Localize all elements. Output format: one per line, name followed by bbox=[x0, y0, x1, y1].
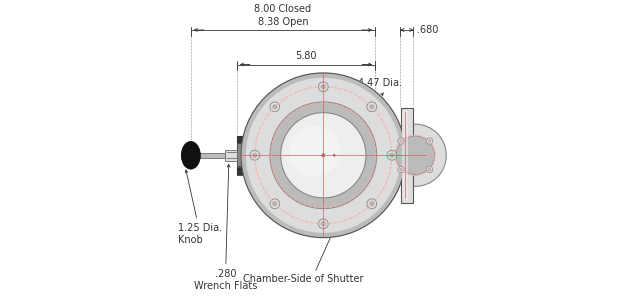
FancyBboxPatch shape bbox=[240, 148, 253, 162]
Circle shape bbox=[289, 125, 341, 177]
Text: 5.80: 5.80 bbox=[295, 51, 317, 61]
FancyBboxPatch shape bbox=[237, 168, 280, 175]
FancyBboxPatch shape bbox=[243, 136, 245, 175]
Circle shape bbox=[397, 167, 404, 173]
Circle shape bbox=[252, 153, 257, 158]
FancyBboxPatch shape bbox=[262, 136, 263, 175]
Circle shape bbox=[272, 201, 278, 206]
FancyBboxPatch shape bbox=[249, 136, 251, 175]
FancyBboxPatch shape bbox=[285, 147, 290, 163]
FancyBboxPatch shape bbox=[280, 150, 289, 160]
FancyBboxPatch shape bbox=[237, 136, 280, 143]
Circle shape bbox=[399, 140, 403, 142]
Text: .280
Wrench Flats: .280 Wrench Flats bbox=[194, 164, 257, 292]
Circle shape bbox=[428, 140, 431, 142]
FancyBboxPatch shape bbox=[225, 150, 237, 161]
Circle shape bbox=[396, 136, 434, 175]
Circle shape bbox=[428, 168, 431, 171]
Text: 4.47 Dia.: 4.47 Dia. bbox=[358, 78, 402, 96]
FancyBboxPatch shape bbox=[402, 111, 408, 200]
Circle shape bbox=[384, 124, 447, 186]
Text: 1.63 Dia.: 1.63 Dia. bbox=[338, 170, 392, 184]
Text: .680: .680 bbox=[417, 25, 438, 35]
Circle shape bbox=[426, 167, 433, 173]
Circle shape bbox=[389, 153, 394, 158]
Circle shape bbox=[367, 102, 376, 112]
Circle shape bbox=[270, 199, 279, 209]
Circle shape bbox=[426, 138, 433, 144]
Text: 1.25 Dia.
Knob: 1.25 Dia. Knob bbox=[178, 170, 222, 245]
Circle shape bbox=[322, 153, 325, 157]
FancyBboxPatch shape bbox=[198, 153, 225, 158]
Circle shape bbox=[321, 221, 326, 226]
Circle shape bbox=[397, 138, 404, 144]
Text: 8.00 Closed
8.38 Open: 8.00 Closed 8.38 Open bbox=[255, 4, 311, 26]
Circle shape bbox=[367, 199, 376, 209]
FancyBboxPatch shape bbox=[267, 136, 269, 175]
Circle shape bbox=[270, 102, 376, 208]
Ellipse shape bbox=[181, 142, 200, 169]
Circle shape bbox=[318, 82, 328, 92]
FancyBboxPatch shape bbox=[401, 108, 413, 203]
Text: Chamber-Side of Shutter: Chamber-Side of Shutter bbox=[243, 274, 364, 284]
Circle shape bbox=[270, 102, 279, 112]
FancyBboxPatch shape bbox=[238, 144, 279, 166]
Circle shape bbox=[387, 150, 397, 160]
Circle shape bbox=[333, 154, 336, 157]
FancyBboxPatch shape bbox=[274, 136, 276, 175]
Circle shape bbox=[250, 150, 260, 160]
Circle shape bbox=[369, 201, 375, 206]
Circle shape bbox=[281, 112, 366, 198]
Circle shape bbox=[321, 84, 326, 89]
Circle shape bbox=[272, 104, 278, 109]
Circle shape bbox=[399, 168, 403, 171]
Circle shape bbox=[369, 104, 375, 109]
FancyBboxPatch shape bbox=[237, 136, 280, 175]
Circle shape bbox=[318, 219, 328, 229]
Circle shape bbox=[241, 73, 405, 237]
